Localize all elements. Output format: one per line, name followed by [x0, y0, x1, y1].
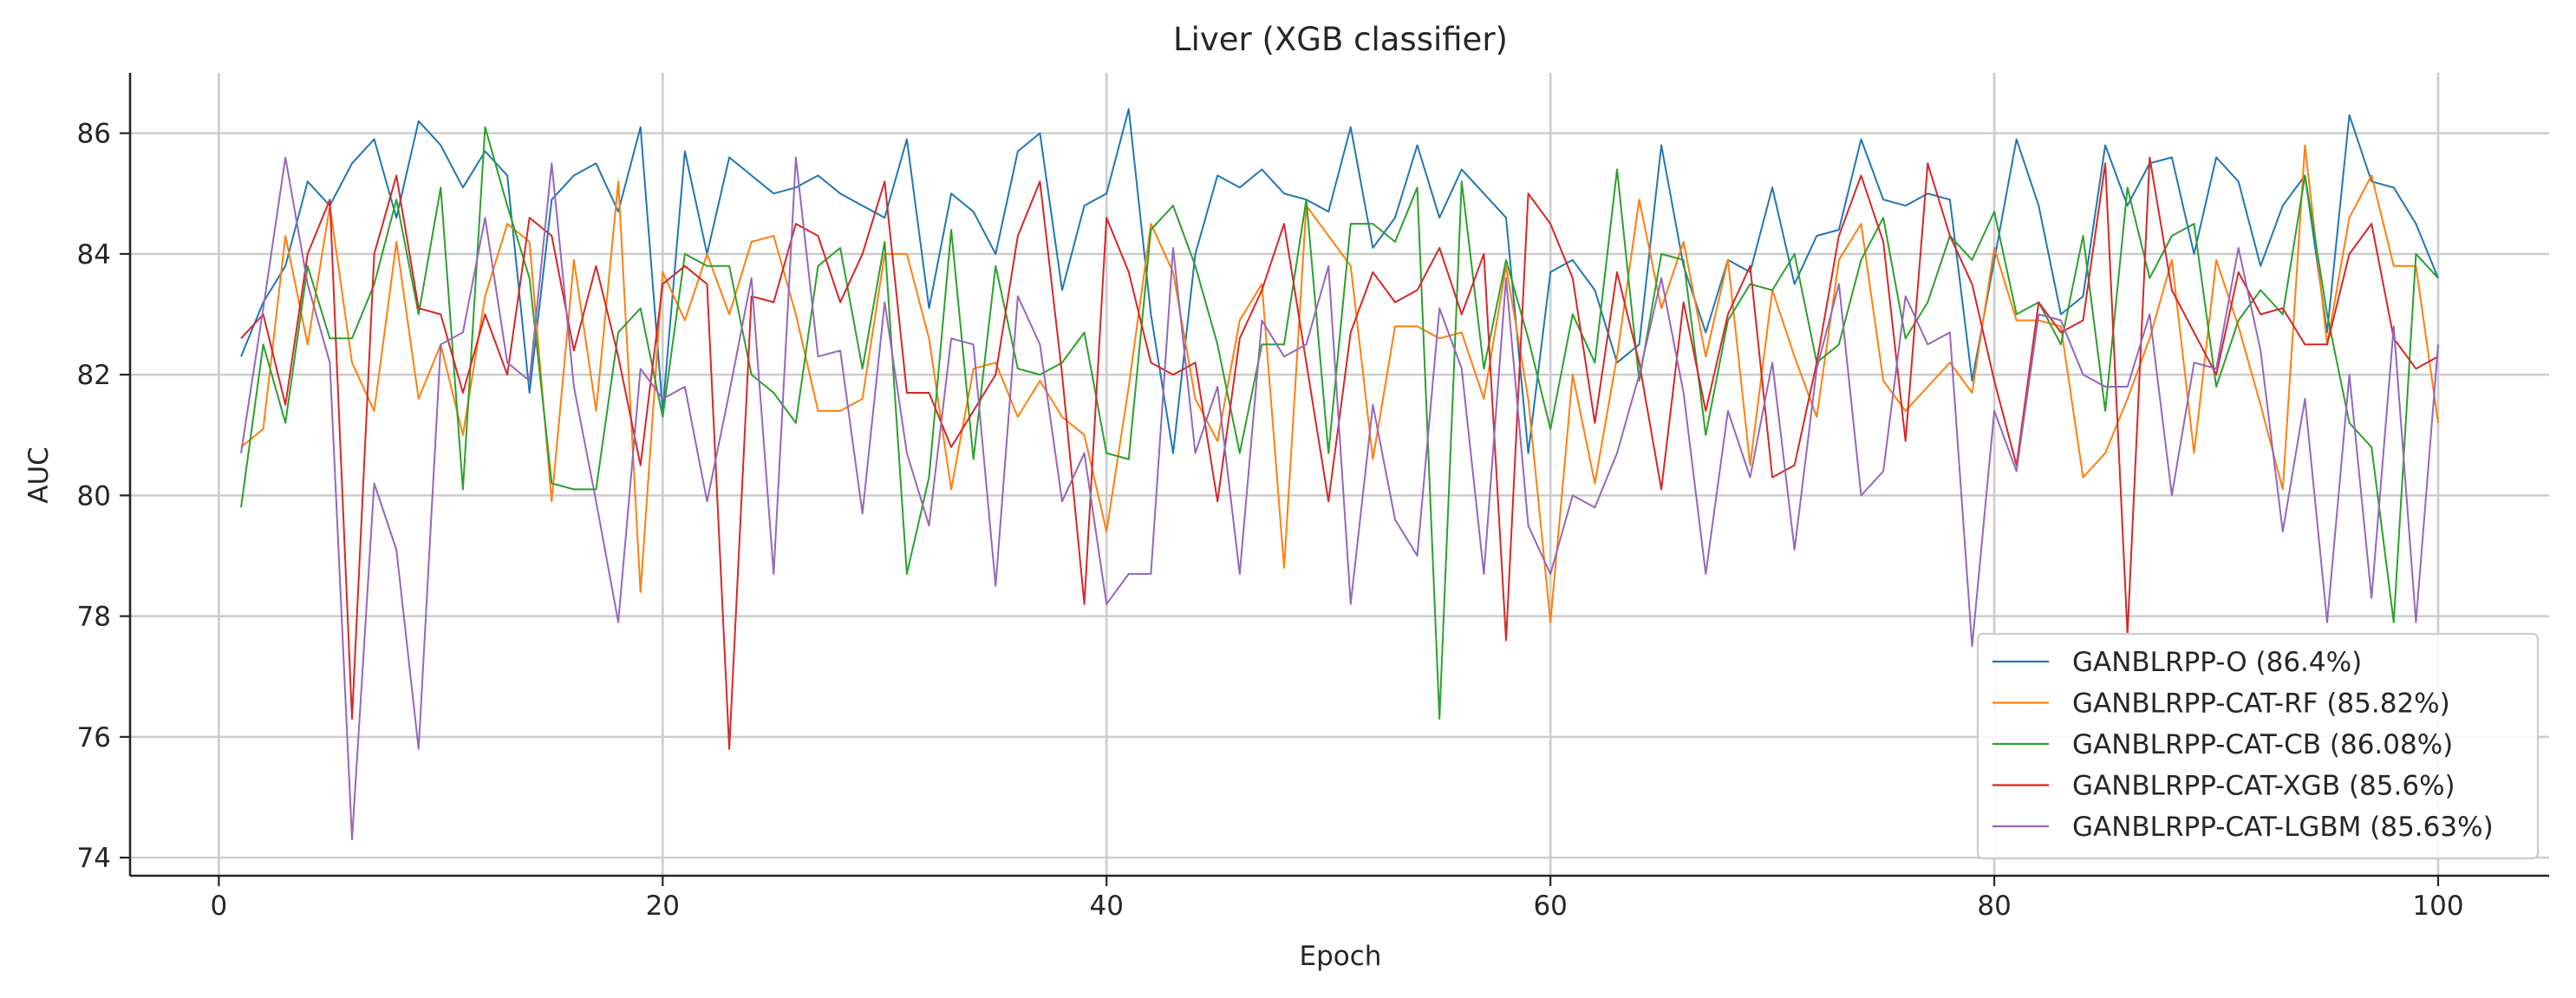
y-axis-label: AUC	[23, 447, 55, 504]
x-axis-label: Epoch	[1300, 941, 1382, 972]
legend-entry: GANBLRPP-O (86.4%)	[2072, 647, 2362, 678]
y-tick-label: 74	[77, 843, 111, 874]
x-tick-label: 100	[2412, 890, 2463, 922]
series-line-2	[240, 144, 2439, 623]
legend-entry: GANBLRPP-CAT-RF (85.82%)	[2072, 688, 2450, 720]
x-ticks: 0 20 40 60 80 100	[211, 876, 2464, 922]
y-tick-label: 78	[77, 602, 111, 633]
series-line-1	[240, 108, 2439, 454]
y-tick-label: 80	[77, 480, 111, 512]
legend-entry: GANBLRPP-CAT-CB (86.08%)	[2072, 729, 2453, 760]
legend-items: GANBLRPP-O (86.4%) GANBLRPP-CAT-RF (85.82…	[1992, 647, 2494, 843]
x-tick-label: 20	[646, 890, 680, 922]
y-tick-label: 82	[77, 360, 111, 391]
x-tick-label: 40	[1090, 890, 1124, 922]
x-tick-label: 80	[1977, 890, 2011, 922]
series-line-3	[240, 126, 2439, 720]
legend-entry: GANBLRPP-CAT-XGB (85.6%)	[2072, 771, 2455, 802]
x-tick-label: 60	[1533, 890, 1567, 922]
y-tick-label: 76	[77, 722, 111, 753]
chart-title: Liver (XGB classifier)	[1173, 21, 1508, 58]
y-ticks: 74 76 78 80 82 84 86	[77, 119, 130, 874]
series-line-5	[240, 156, 2439, 841]
axes	[128, 73, 2549, 877]
series-lines	[240, 108, 2439, 841]
grid	[130, 73, 2549, 876]
x-tick-label: 0	[211, 890, 228, 922]
legend-entry: GANBLRPP-CAT-LGBM (85.63%)	[2072, 812, 2494, 843]
legend: GANBLRPP-O (86.4%) GANBLRPP-CAT-RF (85.82…	[1976, 632, 2540, 860]
y-tick-label: 84	[77, 239, 111, 271]
legend-box	[1976, 632, 2540, 860]
y-tick-label: 86	[77, 119, 111, 150]
series-line-4	[240, 156, 2439, 750]
